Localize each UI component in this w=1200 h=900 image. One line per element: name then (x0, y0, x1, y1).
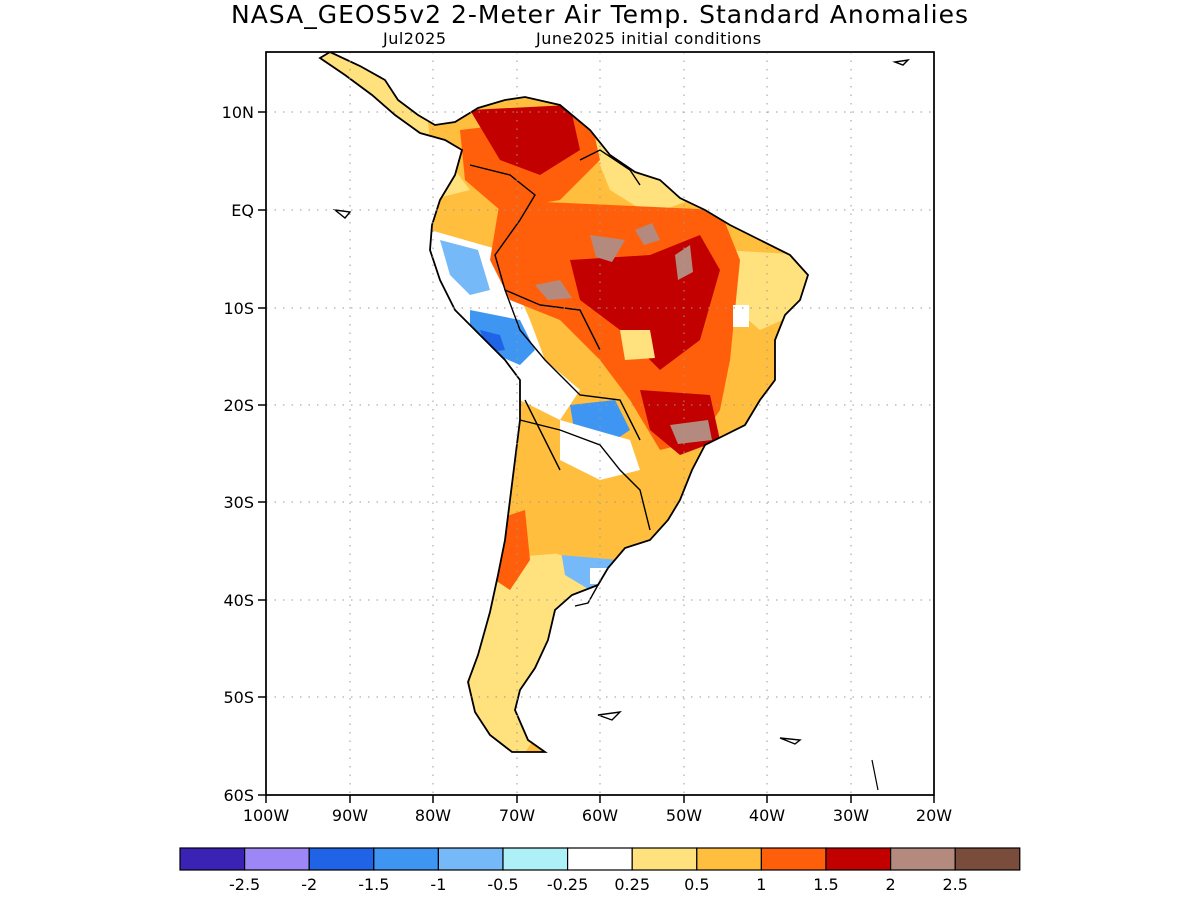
lon-label: 50W (666, 806, 702, 825)
colorbar-label: 1.5 (813, 875, 838, 894)
lon-label: 100W (243, 806, 290, 825)
colorbar-swatch (889, 847, 956, 871)
lat-label: 10S (223, 299, 254, 318)
anomaly-near-zero-chaco (560, 420, 640, 480)
lat-label: 60S (223, 786, 254, 805)
lat-label: 40S (223, 591, 254, 610)
lon-label: 80W (415, 806, 451, 825)
anomaly-red-venezuela (470, 105, 580, 175)
lon-ticks (265, 795, 935, 803)
colorbar-swatch (179, 847, 246, 871)
colorbar (179, 847, 1021, 871)
colorbar-swatch (566, 847, 633, 871)
colorbar-label: -0.25 (547, 875, 588, 894)
colorbar-label: 0.25 (614, 875, 650, 894)
colorbar-swatch (437, 847, 504, 871)
lat-label: 30S (223, 493, 254, 512)
lon-label: 60W (582, 806, 618, 825)
anomaly-brown-amazon-3 (675, 245, 693, 280)
colorbar-label: -1.5 (358, 875, 389, 894)
lon-label: 30W (833, 806, 869, 825)
lat-label: 20S (223, 396, 254, 415)
subtitle-initial-conditions: June2025 initial conditions (536, 29, 762, 48)
map-title: NASA_GEOS5v2 2-Meter Air Temp. Standard … (231, 0, 969, 29)
lat-label: 50S (223, 688, 254, 707)
anomaly-light-blue-ecuador-peru (440, 240, 490, 295)
colorbar-swatch (760, 847, 827, 871)
colorbar-swatch (696, 847, 762, 871)
subtitle-month: Jul2025 (383, 29, 447, 48)
colorbar-swatch (308, 847, 375, 871)
anomaly-orange-central-argentina (520, 495, 640, 560)
lon-labels: 100W 90W 80W 70W 60W 50W 40W 30W 20W (243, 806, 952, 825)
colorbar-swatch (373, 847, 439, 871)
colorbar-swatch (825, 847, 892, 871)
coastlines (319, 52, 911, 791)
colorbar-label: 2.5 (942, 875, 967, 894)
colorbar-label: 1 (756, 875, 766, 894)
colorbar-labels: -2.5 -2 -1.5 -1 -0.5 -0.25 0.25 0.5 1 1.5 2 2.5 (229, 875, 968, 894)
lat-ticks (258, 111, 266, 796)
colorbar-label: 2 (886, 875, 896, 894)
colorbar-label: -2.5 (229, 875, 260, 894)
anomaly-brown-amazon-2 (635, 223, 660, 245)
anomaly-light-yellow-central-brazil (620, 330, 655, 360)
lat-labels: 10N EQ 10S 20S 30S 40S 50S 60S (222, 103, 254, 805)
lat-label: EQ (231, 201, 254, 220)
lon-label: 70W (499, 806, 535, 825)
anomaly-brown-amazon-4 (535, 280, 572, 300)
anomaly-brown-amazon-1 (590, 235, 625, 262)
anomaly-blue-peru (470, 310, 535, 365)
anomaly-brown-southeast-brazil (670, 420, 712, 444)
colorbar-label: -0.5 (487, 875, 518, 894)
colorbar-swatch (244, 847, 310, 871)
anomaly-missing-data-box (733, 305, 749, 327)
lat-label: 10N (222, 103, 254, 122)
lon-label: 90W (332, 806, 368, 825)
lon-label: 40W (749, 806, 785, 825)
colorbar-swatch (631, 847, 698, 871)
colorbar-label: -1 (430, 875, 446, 894)
colorbar-label: 0.5 (684, 875, 709, 894)
colorbar-swatch (954, 847, 1021, 871)
gridlines (266, 52, 934, 795)
colorbar-swatch (502, 847, 569, 871)
colorbar-label: -2 (301, 875, 317, 894)
lon-label: 20W (916, 806, 952, 825)
